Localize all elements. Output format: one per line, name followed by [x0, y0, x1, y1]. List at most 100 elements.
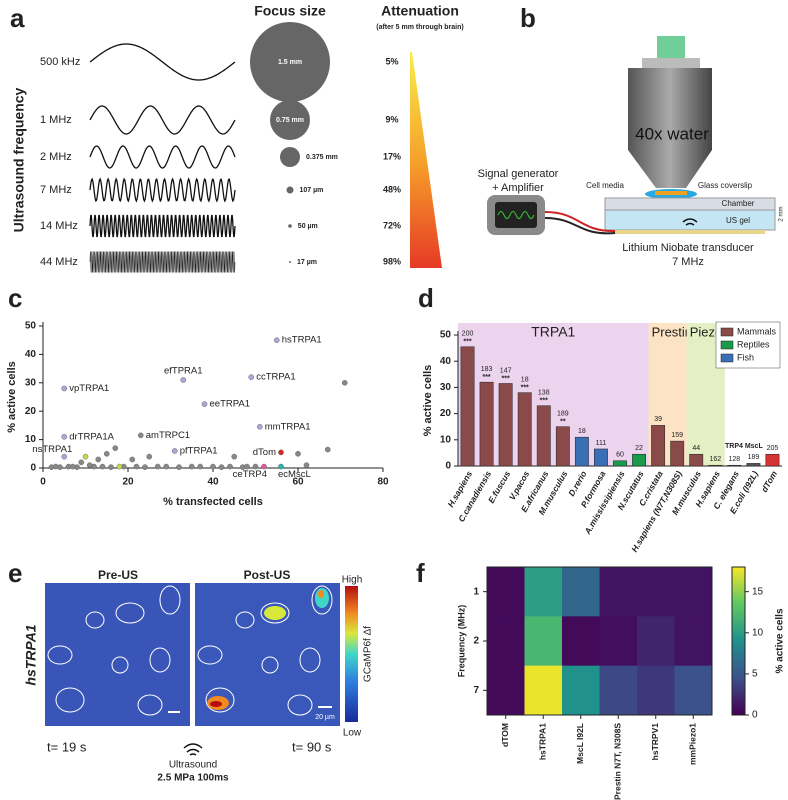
significance: ***	[521, 384, 529, 391]
heat-cell	[599, 616, 638, 667]
bar	[460, 346, 475, 467]
bar	[594, 448, 608, 467]
point	[231, 453, 238, 460]
waveform	[89, 105, 236, 135]
point	[278, 449, 284, 456]
heat-cell	[562, 665, 600, 716]
colorbar-step	[732, 668, 745, 672]
subgroup-label: TRP4 MscL	[725, 443, 763, 450]
panel-letter: f	[416, 558, 425, 588]
label: 7 MHz	[672, 256, 704, 268]
point	[261, 463, 267, 470]
frequency-label: 7 MHz	[40, 184, 72, 196]
x-tick-label: 20	[122, 477, 134, 488]
colorbar-step	[732, 665, 745, 669]
colorbar-low: Low	[343, 728, 362, 739]
point-label: amTRPC1	[146, 430, 190, 441]
point	[244, 463, 250, 470]
y-tick-label: 10	[25, 434, 37, 445]
colorbar-step	[732, 692, 745, 696]
frequency-label: 2 MHz	[40, 151, 72, 163]
attenuation-label: 5%	[385, 56, 398, 66]
heat-cell	[487, 567, 525, 617]
point	[69, 463, 76, 470]
point-label: nsTRPA1	[32, 444, 72, 455]
colorbar-tick-label: 10	[752, 627, 764, 638]
scale-label: 20 µm	[315, 714, 335, 721]
focus-label: 0.75 mm	[276, 117, 304, 124]
point	[154, 463, 161, 470]
count-label: 18	[578, 428, 586, 435]
waveform	[89, 214, 236, 238]
heat-cell	[599, 567, 638, 617]
point	[201, 401, 208, 407]
significance: ***	[540, 398, 548, 405]
colorbar-step	[732, 579, 745, 583]
heat-cell	[674, 616, 713, 667]
colorbar-step	[732, 650, 745, 654]
x-tick-label: MscL I92L	[575, 723, 585, 764]
focus-spot	[288, 224, 292, 228]
point	[82, 453, 89, 460]
point	[188, 463, 195, 470]
column-note: (after 5 mm through brain)	[376, 24, 464, 31]
colorbar-label: % active cells	[775, 608, 786, 673]
point	[61, 453, 68, 460]
point	[95, 456, 102, 463]
colorbar-step	[732, 626, 745, 630]
attenuation-triangle	[410, 52, 442, 268]
count-label: 147	[500, 367, 512, 374]
colorbar-step	[732, 601, 745, 605]
frequency-label: 1 MHz	[40, 114, 72, 126]
significance: **	[560, 419, 566, 426]
significance: ***	[502, 375, 510, 382]
point	[103, 450, 110, 457]
point-label: mmTRPA1	[265, 421, 311, 432]
point-label: hsTRPA1	[282, 335, 322, 346]
colorbar-step	[732, 655, 745, 659]
colorbar-step	[732, 567, 745, 570]
colorbar-step	[732, 608, 745, 612]
point	[99, 463, 106, 470]
group-label: Prestin	[652, 324, 692, 339]
label: Lithium Niobate transducer	[622, 242, 754, 254]
y-tick-label: 20	[25, 406, 37, 417]
point	[197, 463, 204, 470]
objective	[628, 68, 712, 188]
colorbar-step	[732, 660, 745, 664]
objective-label: 40x water	[635, 124, 709, 143]
colorbar-step	[732, 618, 745, 622]
colorbar-step	[732, 678, 745, 681]
colorbar-step	[732, 663, 745, 667]
x-tick-label: dTom	[759, 469, 779, 494]
focus-spot	[286, 186, 294, 194]
colorbar-step	[732, 616, 745, 620]
y-tick-label: 10	[440, 434, 452, 445]
point	[133, 463, 140, 470]
x-axis-label: % transfected cells	[163, 496, 263, 508]
scale-bar	[318, 706, 332, 708]
heat-cell	[562, 616, 600, 667]
transducer	[615, 230, 765, 234]
panel-letter: a	[10, 3, 25, 33]
point	[303, 462, 310, 468]
bar	[498, 383, 513, 467]
wave-icon	[682, 218, 698, 226]
wire	[544, 217, 616, 235]
colorbar-step	[732, 606, 745, 610]
pre-image	[45, 583, 190, 726]
x-tick-label: 60	[292, 477, 304, 488]
colorbar-step	[732, 611, 745, 615]
count-label: 183	[481, 366, 493, 373]
colorbar-step	[732, 641, 745, 644]
heat-cell	[524, 616, 563, 667]
bar	[632, 453, 646, 467]
image-title: Post-US	[244, 568, 291, 582]
colorbar-tick-label: 15	[752, 586, 764, 597]
point	[324, 446, 331, 453]
x-tick-label: 0	[40, 477, 46, 488]
y-tick-label: 0	[445, 461, 451, 472]
y-tick-label: 40	[25, 349, 37, 360]
bar	[746, 463, 761, 467]
